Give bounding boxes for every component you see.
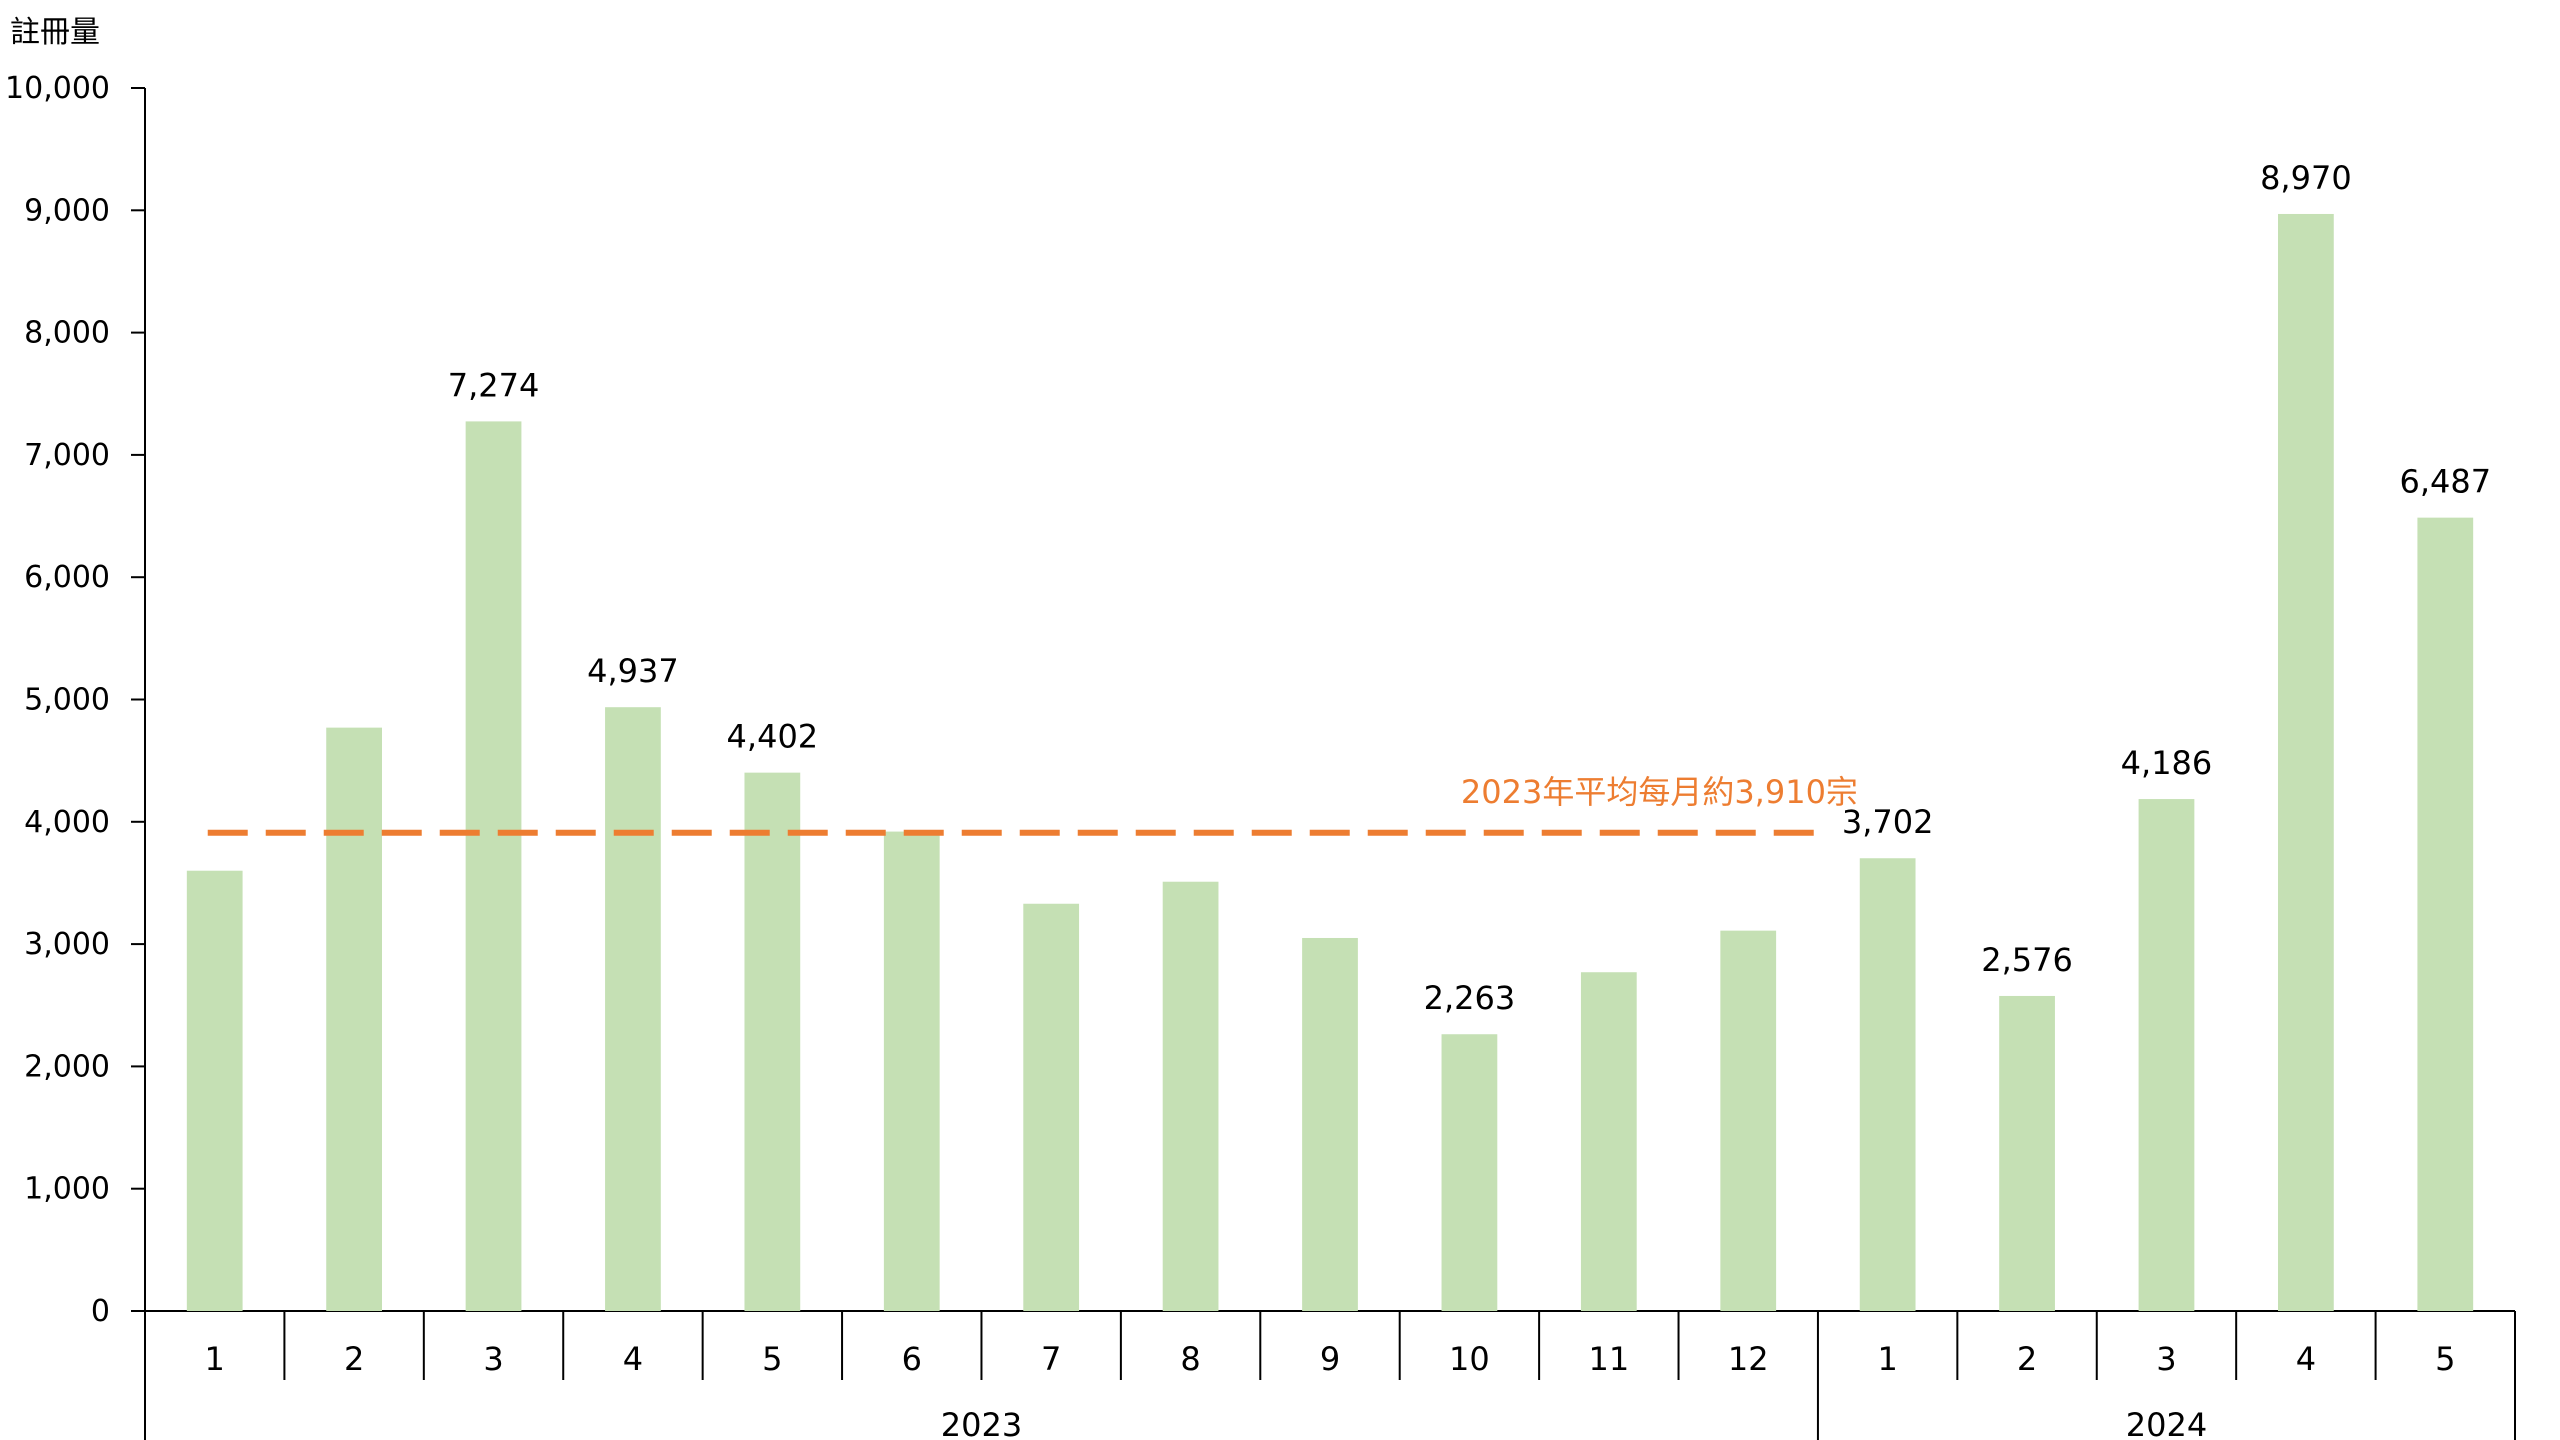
y-tick-label: 5,000 <box>24 683 110 718</box>
data-labels: 7,274 4,937 4,402 2,263 3,702 2,576 4,186 8,970… <box>448 159 2491 1017</box>
data-label: 7,274 <box>448 366 540 404</box>
bars <box>186 213 2474 1312</box>
x-tick-label: 11 <box>1588 1340 1629 1378</box>
data-label: 3,702 <box>1842 803 1934 841</box>
y-tick-label: 3,000 <box>24 927 110 962</box>
group-label: 2024 <box>2126 1406 2207 1440</box>
x-tick-label: 4 <box>623 1340 643 1378</box>
x-tick-label: 3 <box>2156 1340 2176 1378</box>
group-label: 2023 <box>941 1406 1022 1440</box>
bar <box>605 707 661 1311</box>
x-tick-label: 10 <box>1449 1340 1490 1378</box>
x-tick-label: 3 <box>483 1340 503 1378</box>
data-label: 8,970 <box>2260 159 2352 197</box>
x-tick-label: 2 <box>344 1340 364 1378</box>
y-tick-label: 7,000 <box>24 438 110 473</box>
bar <box>1580 972 1637 1311</box>
data-label: 4,186 <box>2121 744 2213 782</box>
x-tick-label: 7 <box>1041 1340 1061 1378</box>
data-label: 4,402 <box>727 718 819 756</box>
bar <box>2278 213 2334 1311</box>
x-tick-label: 5 <box>2435 1340 2455 1378</box>
bar <box>326 727 382 1311</box>
x-tick-label: 8 <box>1180 1340 1200 1378</box>
data-label: 4,937 <box>587 652 679 690</box>
data-label: 2,263 <box>1424 979 1516 1017</box>
average-line-group: 2023年平均每月約3,910宗 <box>207 773 1858 836</box>
bar <box>1162 881 1219 1311</box>
bar <box>1302 937 1358 1311</box>
bar <box>2417 517 2474 1311</box>
bar <box>465 421 522 1312</box>
x-tick-label: 6 <box>902 1340 922 1378</box>
bar <box>744 772 801 1311</box>
x-tick-label: 5 <box>762 1340 782 1378</box>
bar <box>1023 903 1080 1311</box>
data-label: 2,576 <box>1981 941 2073 979</box>
y-tick-label: 6,000 <box>24 560 110 595</box>
x-tick-label: 4 <box>2296 1340 2316 1378</box>
x-tick-label: 1 <box>205 1340 225 1378</box>
data-label: 6,487 <box>2399 463 2491 501</box>
bar <box>883 831 940 1311</box>
bar <box>1999 995 2055 1311</box>
x-tick-label: 9 <box>1320 1340 1340 1378</box>
bar <box>1859 858 1916 1311</box>
y-axis-title: 註冊量 <box>10 15 100 50</box>
bar <box>186 870 243 1311</box>
y-tick-label: 10,000 <box>5 71 110 106</box>
y-tick-label: 8,000 <box>24 316 110 351</box>
x-tick-label: 2 <box>2017 1340 2037 1378</box>
bar <box>1720 930 1777 1311</box>
y-tick-label: 2,000 <box>24 1049 110 1084</box>
axes: 0 1,000 2,000 3,000 4,000 5,000 6,000 7,000 8,00… <box>5 71 2516 1440</box>
bar <box>2138 799 2195 1311</box>
y-tick-label: 9,000 <box>24 193 110 228</box>
average-line-label: 2023年平均每月約3,910宗 <box>1461 773 1858 811</box>
bar <box>1441 1034 1498 1311</box>
y-tick-label: 0 <box>91 1294 110 1329</box>
x-tick-label: 1 <box>1877 1340 1897 1378</box>
y-tick-label: 4,000 <box>24 805 110 840</box>
y-tick-label: 1,000 <box>24 1172 110 1207</box>
x-tick-label: 12 <box>1728 1340 1769 1378</box>
